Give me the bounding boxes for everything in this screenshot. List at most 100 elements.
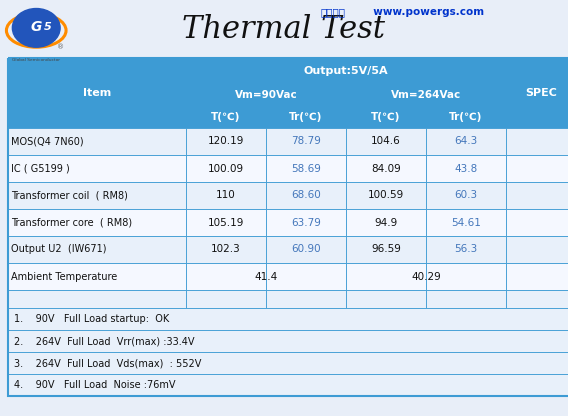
Text: 105.19: 105.19 xyxy=(208,218,244,228)
Text: Item: Item xyxy=(83,88,111,98)
Bar xyxy=(426,106,506,128)
Text: 78.79: 78.79 xyxy=(291,136,321,146)
Bar xyxy=(506,155,568,182)
Bar xyxy=(266,290,346,308)
Text: Transformer core  ( RM8): Transformer core ( RM8) xyxy=(11,218,132,228)
Bar xyxy=(506,236,568,263)
Bar xyxy=(8,290,186,308)
Text: SPEC: SPEC xyxy=(525,88,557,98)
Text: 96.59: 96.59 xyxy=(371,245,401,255)
Bar xyxy=(8,155,186,182)
Bar xyxy=(186,128,266,155)
Text: 54.61: 54.61 xyxy=(451,218,481,228)
Bar xyxy=(186,155,266,182)
Text: T(℃): T(℃) xyxy=(211,112,241,122)
Text: 港昱电子: 港昱电子 xyxy=(321,7,346,17)
Bar xyxy=(8,330,568,352)
Text: 2.    264V  Full Load  Vrr(max) :33.4V: 2. 264V Full Load Vrr(max) :33.4V xyxy=(14,336,194,346)
Text: 1.    90V   Full Load startup:  OK: 1. 90V Full Load startup: OK xyxy=(14,314,169,324)
Text: Output:5V/5A: Output:5V/5A xyxy=(304,66,389,76)
Bar xyxy=(506,209,568,236)
Text: Output U2  (IW671): Output U2 (IW671) xyxy=(11,245,107,255)
Bar xyxy=(8,209,186,236)
Text: Ambient Temperature: Ambient Temperature xyxy=(11,272,117,282)
Bar xyxy=(426,263,506,290)
Bar xyxy=(186,182,266,209)
Bar xyxy=(8,58,186,128)
Bar xyxy=(8,374,568,396)
Bar xyxy=(266,128,346,155)
Bar xyxy=(186,236,266,263)
Bar xyxy=(266,263,346,290)
Text: MOS(Q4 7N60): MOS(Q4 7N60) xyxy=(11,136,83,146)
Text: 40.29: 40.29 xyxy=(411,272,441,282)
Bar xyxy=(506,290,568,308)
Text: 110: 110 xyxy=(216,191,236,201)
Bar xyxy=(8,128,186,155)
Text: ®: ® xyxy=(57,44,64,50)
Bar xyxy=(8,58,568,396)
Bar xyxy=(186,209,266,236)
Text: 5: 5 xyxy=(44,22,51,32)
Text: Tr(℃): Tr(℃) xyxy=(289,112,323,122)
Bar xyxy=(186,106,266,128)
Bar xyxy=(266,209,346,236)
Bar xyxy=(8,308,568,330)
Bar xyxy=(426,236,506,263)
Text: 60.3: 60.3 xyxy=(454,191,478,201)
Bar xyxy=(426,128,506,155)
Bar xyxy=(506,182,568,209)
Text: 64.3: 64.3 xyxy=(454,136,478,146)
Bar xyxy=(8,263,186,290)
Text: G: G xyxy=(31,20,42,34)
Text: Global Semiconductor: Global Semiconductor xyxy=(12,58,60,62)
Text: Thermal Test: Thermal Test xyxy=(182,15,386,45)
Text: 56.3: 56.3 xyxy=(454,245,478,255)
Bar xyxy=(346,84,506,106)
Text: 104.6: 104.6 xyxy=(371,136,401,146)
Bar xyxy=(506,128,568,155)
Bar xyxy=(186,58,506,84)
Bar xyxy=(426,290,506,308)
Text: 41.4: 41.4 xyxy=(254,272,278,282)
Text: www.powergs.com: www.powergs.com xyxy=(366,7,484,17)
Bar xyxy=(266,182,346,209)
Text: 84.09: 84.09 xyxy=(371,163,401,173)
Bar xyxy=(346,106,426,128)
Bar xyxy=(266,236,346,263)
Text: Vm=264Vac: Vm=264Vac xyxy=(391,90,461,100)
Bar xyxy=(346,155,426,182)
Text: 4.    90V   Full Load  Noise :76mV: 4. 90V Full Load Noise :76mV xyxy=(14,380,176,390)
Text: 100.09: 100.09 xyxy=(208,163,244,173)
Text: 68.60: 68.60 xyxy=(291,191,321,201)
Bar xyxy=(186,84,346,106)
Text: 94.9: 94.9 xyxy=(374,218,398,228)
Text: T(℃): T(℃) xyxy=(371,112,400,122)
Bar xyxy=(8,352,568,374)
Text: Tr(℃): Tr(℃) xyxy=(449,112,483,122)
Text: Vm=90Vac: Vm=90Vac xyxy=(235,90,298,100)
Bar xyxy=(8,236,186,263)
Bar xyxy=(506,263,568,290)
Bar xyxy=(8,182,186,209)
Text: 100.59: 100.59 xyxy=(368,191,404,201)
Text: 58.69: 58.69 xyxy=(291,163,321,173)
Text: 3.    264V  Full Load  Vds(max)  : 552V: 3. 264V Full Load Vds(max) : 552V xyxy=(14,358,202,368)
Text: 102.3: 102.3 xyxy=(211,245,241,255)
Text: 63.79: 63.79 xyxy=(291,218,321,228)
Bar xyxy=(506,58,568,128)
Bar xyxy=(266,106,346,128)
Text: Transformer coil  ( RM8): Transformer coil ( RM8) xyxy=(11,191,128,201)
Text: IC ( G5199 ): IC ( G5199 ) xyxy=(11,163,70,173)
Bar xyxy=(186,290,266,308)
Bar xyxy=(186,263,266,290)
Bar xyxy=(346,263,426,290)
Text: 60.90: 60.90 xyxy=(291,245,321,255)
Bar xyxy=(426,182,506,209)
Circle shape xyxy=(12,8,60,47)
Bar xyxy=(426,155,506,182)
Bar xyxy=(346,290,426,308)
Bar xyxy=(346,209,426,236)
Bar xyxy=(266,155,346,182)
Text: 120.19: 120.19 xyxy=(208,136,244,146)
